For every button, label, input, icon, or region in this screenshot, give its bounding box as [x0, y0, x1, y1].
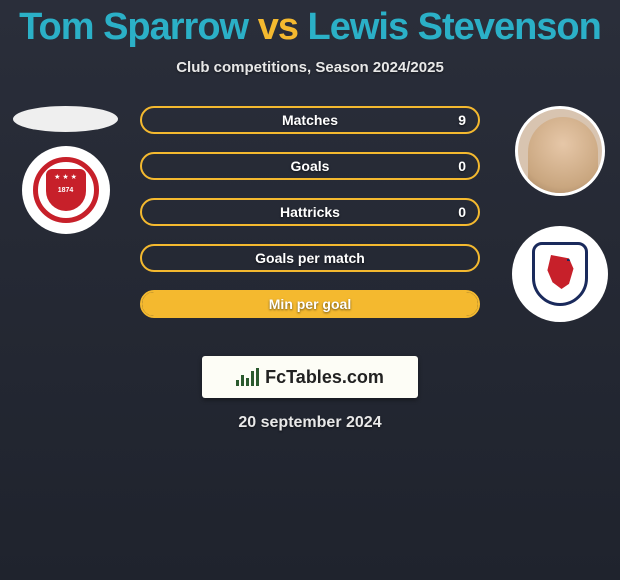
stat-bars: Matches 9 Goals 0 Hattricks 0 Goals per match M…: [140, 106, 480, 336]
right-column: [500, 106, 620, 322]
stat-bar: Hattricks 0: [140, 198, 480, 226]
player2-name: Lewis Stevenson: [308, 6, 601, 48]
player2-photo: [515, 106, 605, 196]
chart-icon: [236, 368, 259, 386]
stat-bar: Matches 9: [140, 106, 480, 134]
player2-club-crest: [512, 226, 608, 322]
stat-value-right: 0: [458, 204, 466, 220]
stat-bar: Goals per match: [140, 244, 480, 272]
stat-label: Goals per match: [255, 250, 365, 266]
stat-label: Goals: [291, 158, 330, 174]
comparison-body: Matches 9 Goals 0 Hattricks 0 Goals per match M…: [0, 106, 620, 346]
stat-label: Matches: [282, 112, 338, 128]
stat-bar: Goals 0: [140, 152, 480, 180]
stat-label: Min per goal: [269, 296, 351, 312]
hamilton-crest-icon: [33, 157, 99, 223]
stat-value-right: 0: [458, 158, 466, 174]
stat-bar: Min per goal: [140, 290, 480, 318]
left-column: [8, 106, 123, 234]
raith-crest-icon: [532, 242, 588, 306]
player1-name: Tom Sparrow: [19, 6, 248, 48]
player1-club-crest: [22, 146, 110, 234]
stat-label: Hattricks: [280, 204, 340, 220]
page-title: Tom Sparrow vs Lewis Stevenson: [0, 0, 620, 49]
subtitle: Club competitions, Season 2024/2025: [0, 59, 620, 76]
footer-date: 20 september 2024: [0, 414, 620, 432]
player1-photo-placeholder: [13, 106, 118, 132]
stat-value-right: 9: [458, 112, 466, 128]
footer-brand-text: FcTables.com: [265, 367, 384, 388]
footer-brand-badge: FcTables.com: [202, 356, 418, 398]
vs-text: vs: [258, 6, 298, 48]
